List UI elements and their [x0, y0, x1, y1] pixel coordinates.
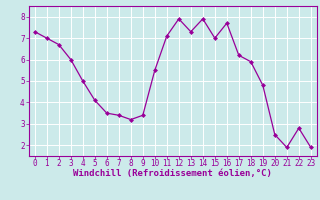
X-axis label: Windchill (Refroidissement éolien,°C): Windchill (Refroidissement éolien,°C)	[73, 169, 272, 178]
